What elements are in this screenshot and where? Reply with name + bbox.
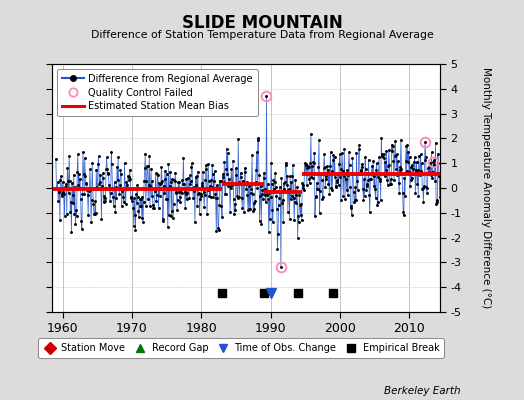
Text: SLIDE MOUNTAIN: SLIDE MOUNTAIN [182,14,342,32]
Text: Difference of Station Temperature Data from Regional Average: Difference of Station Temperature Data f… [91,30,433,40]
Y-axis label: Monthly Temperature Anomaly Difference (°C): Monthly Temperature Anomaly Difference (… [481,67,491,309]
Legend: Difference from Regional Average, Quality Control Failed, Estimated Station Mean: Difference from Regional Average, Qualit… [57,69,258,116]
Text: Berkeley Earth: Berkeley Earth [385,386,461,396]
Legend: Station Move, Record Gap, Time of Obs. Change, Empirical Break: Station Move, Record Gap, Time of Obs. C… [38,338,444,358]
